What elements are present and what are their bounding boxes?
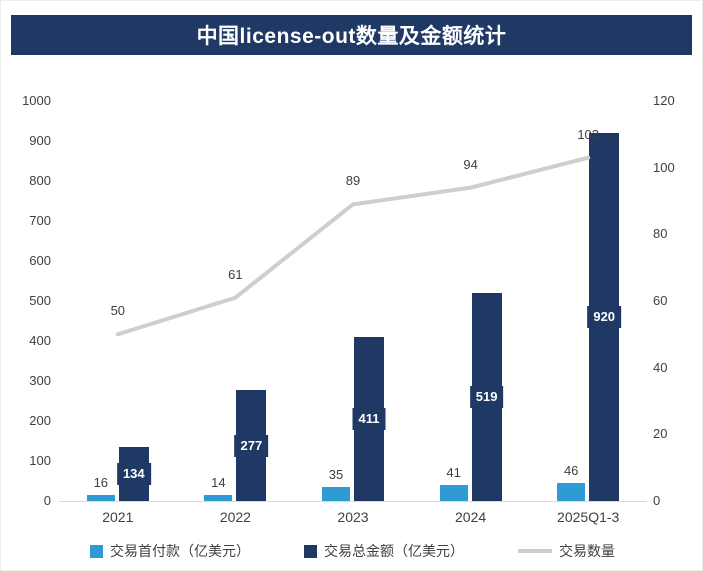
y-tick-label-left: 400: [29, 333, 51, 348]
y-tick-label-right: 20: [653, 426, 668, 442]
total-amount-value-badge: 134: [116, 463, 151, 486]
deal-count-line: [115, 155, 591, 337]
x-tick-label: 2022: [219, 509, 251, 525]
y-tick-label-right: 40: [653, 359, 668, 375]
legend-item: 交易总金额（亿美元）: [304, 541, 464, 561]
y-tick-label-left: 600: [29, 253, 51, 268]
bar-first-payment: [322, 487, 350, 501]
legend-label: 交易首付款（亿美元）: [110, 543, 250, 559]
deal-count-value-label: 89: [345, 173, 361, 189]
y-tick-label-left: 900: [29, 133, 51, 148]
first-payment-value-label: 16: [93, 474, 109, 490]
y-tick-label-left: 800: [29, 173, 51, 188]
y-tick-label-left: 700: [29, 213, 51, 228]
y-tick-label-left: 1000: [22, 93, 51, 108]
y-tick-label-right: 80: [653, 226, 668, 242]
deal-count-value-label: 94: [463, 156, 478, 172]
total-amount-value-badge: 920: [587, 306, 622, 328]
deal-count-polyline: [115, 155, 591, 337]
legend-bar-swatch: [90, 544, 103, 558]
bar-first-payment: [204, 495, 233, 501]
y-tick-label-left: 300: [29, 373, 51, 388]
y-tick-label-left: 200: [29, 413, 51, 428]
y-axis-left: 0 100 200 300 400 500 600 700 800 900 1000: [9, 93, 51, 508]
legend-bar-swatch: [304, 544, 317, 558]
x-tick-label: 2023: [337, 509, 369, 525]
y-tick-label-right: 60: [653, 293, 668, 308]
legend: 交易首付款（亿美元） 交易总金额（亿美元） 交易数量: [1, 541, 702, 561]
y-tick-label-right: 100: [653, 159, 675, 175]
x-axis: 2021 2022 2023 2024 2025Q1-3: [59, 508, 647, 530]
y-tick-label-right: 0: [653, 493, 661, 508]
total-amount-value-badge: 519: [469, 386, 504, 409]
total-amount-value-badge: 411: [352, 407, 386, 430]
y-tick-label-left: 100: [29, 453, 51, 468]
y-tick-label-left: 0: [43, 493, 51, 508]
y-tick-label-left: 500: [29, 293, 51, 308]
bar-first-payment: [86, 494, 115, 501]
deal-count-value-label: 61: [228, 266, 243, 282]
bar-first-payment: [557, 482, 586, 501]
x-tick-label: 2024: [455, 509, 487, 525]
x-tick-label: 2021: [102, 509, 134, 525]
first-payment-value-label: 14: [211, 475, 226, 491]
legend-line-swatch: [518, 549, 552, 553]
legend-item: 交易数量: [518, 541, 615, 561]
legend-label: 交易数量: [559, 543, 615, 559]
y-axis-right: 0 20 40 60 80 100 120: [653, 93, 697, 508]
first-payment-value-label: 41: [446, 464, 461, 480]
plot-area: 16 134 50 14 277 61 35 411 89 41 519 94 46 920 103: [59, 101, 647, 502]
bar-first-payment: [439, 484, 468, 501]
legend-item: 交易首付款（亿美元）: [90, 541, 250, 561]
y-tick-label-right: 120: [653, 93, 675, 108]
x-tick-label: 2025Q1-3: [557, 509, 620, 525]
deal-count-value-label: 103: [577, 126, 600, 142]
deal-count-value-label: 50: [110, 303, 126, 319]
chart-title: 中国license-out数量及金额统计: [11, 15, 692, 55]
first-payment-value-label: 35: [328, 467, 344, 482]
total-amount-value-badge: 277: [234, 434, 269, 457]
first-payment-value-label: 46: [563, 462, 579, 478]
legend-label: 交易总金额（亿美元）: [324, 543, 464, 559]
